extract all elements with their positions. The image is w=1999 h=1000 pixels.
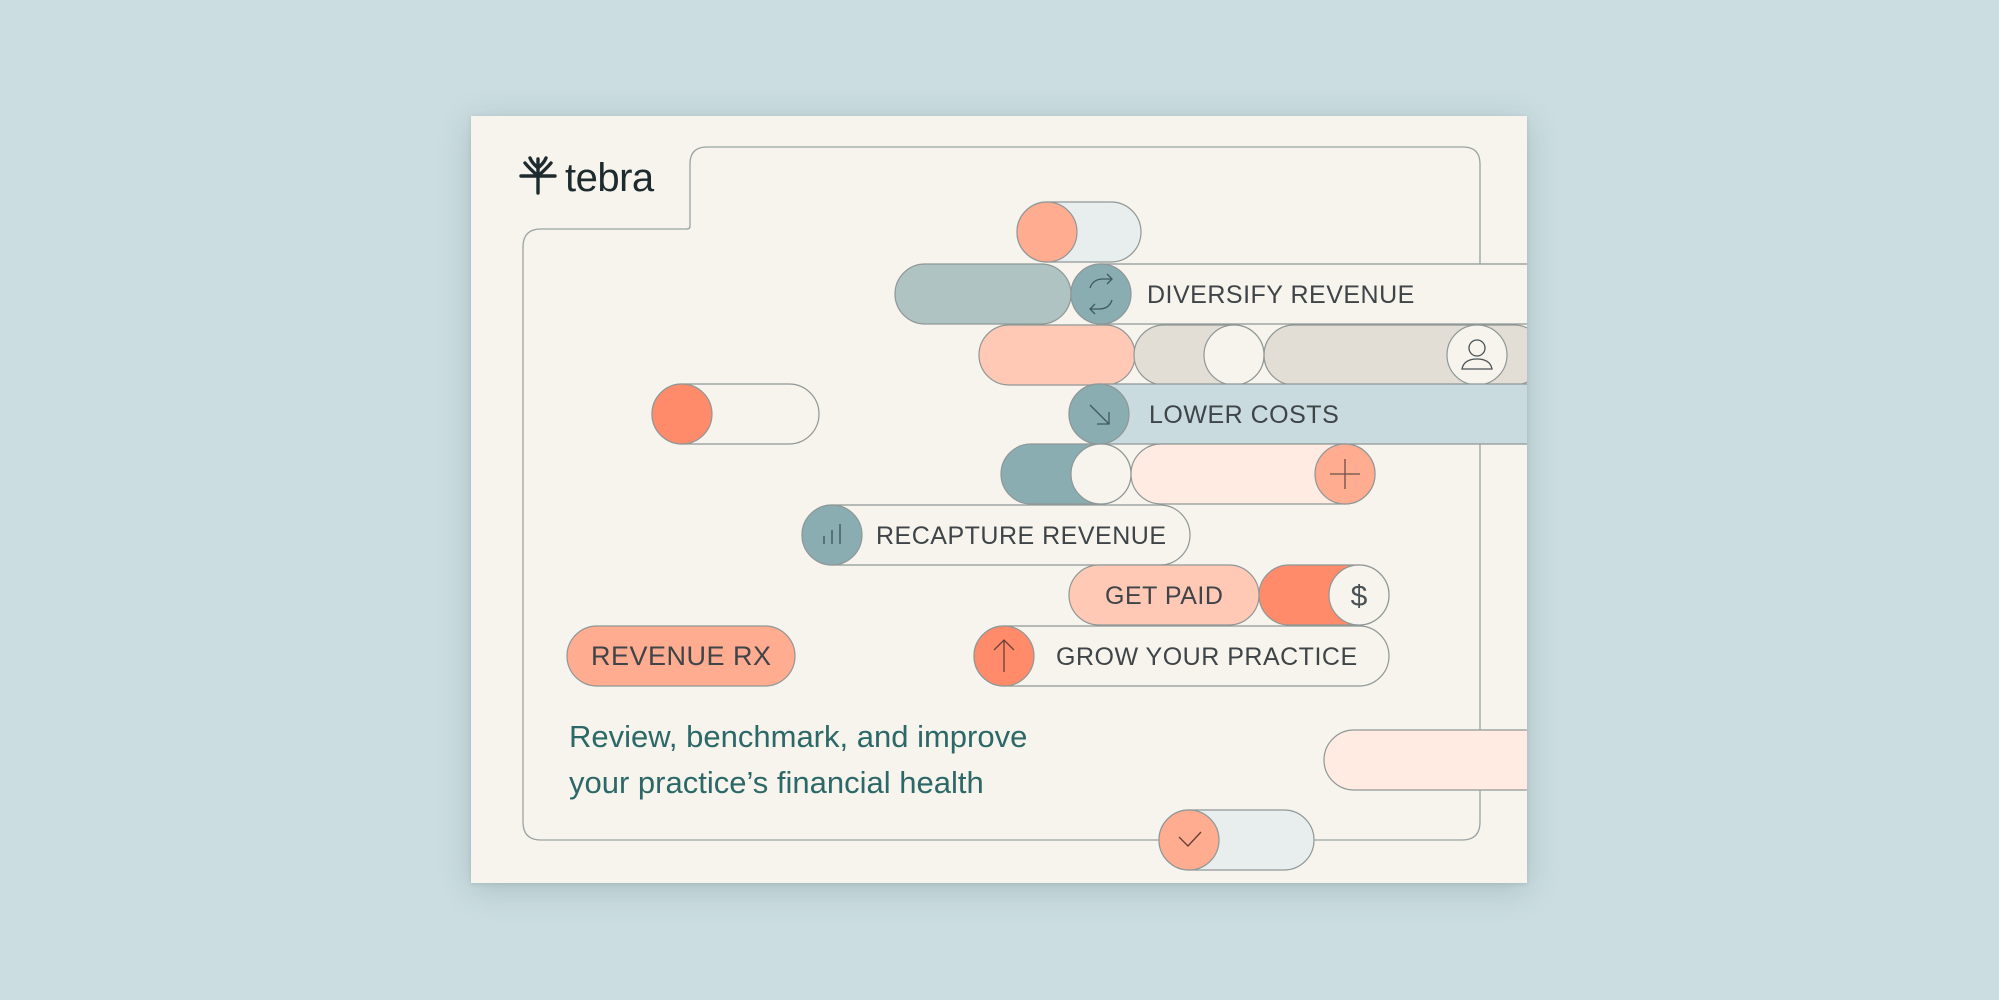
decor-toggle-check [1158, 809, 1315, 871]
arrow-up-icon [973, 625, 1035, 687]
decor-pill-sage [894, 263, 1072, 325]
frame-tab-curve [686, 225, 691, 230]
revenue-rx-card: tebra DIVERSIFY REVENUE [471, 116, 1527, 883]
diversify-revenue-label: DIVERSIFY REVENUE [1147, 281, 1415, 309]
lower-costs-pill: LOWER COSTS [1068, 383, 1527, 445]
arrow-down-right-icon [1068, 383, 1130, 445]
tebra-logo: tebra [519, 156, 655, 200]
revenue-rx-badge: REVENUE RX [566, 625, 796, 687]
check-icon [1158, 809, 1220, 871]
lower-costs-label: LOWER COSTS [1149, 401, 1339, 429]
dollar-symbol: $ [1351, 580, 1368, 613]
tagline-line-1: Review, benchmark, and improve [569, 719, 1027, 754]
decor-pill-plus [1130, 443, 1376, 505]
plus-icon [1314, 443, 1376, 505]
tebra-logo-wordmark: tebra [565, 156, 655, 200]
tebra-logo-icon [519, 156, 557, 195]
decor-pill-blush [1323, 729, 1527, 791]
grow-your-practice-label: GROW YOUR PRACTICE [1056, 643, 1358, 671]
card-artwork: tebra DIVERSIFY REVENUE [519, 146, 1527, 871]
dollar-icon: $ [1328, 564, 1390, 626]
decor-pill-stone-user [1263, 324, 1527, 386]
recapture-revenue-label: RECAPTURE REVENUE [876, 522, 1167, 550]
decor-toggle-dollar: $ [1258, 564, 1390, 626]
decor-pill-stone-a [1133, 324, 1265, 386]
grow-your-practice-pill: GROW YOUR PRACTICE [973, 625, 1390, 687]
get-paid-pill: GET PAID [1068, 564, 1260, 626]
refresh-icon [1070, 263, 1132, 325]
get-paid-label: GET PAID [1105, 582, 1223, 610]
bar-chart-icon [801, 504, 863, 566]
diversify-revenue-pill: DIVERSIFY REVENUE [1070, 263, 1527, 325]
revenue-rx-label: REVENUE RX [591, 641, 772, 671]
decor-pill-top [1016, 201, 1142, 263]
decor-toggle-left [651, 383, 820, 445]
decor-toggle-teal [1000, 443, 1132, 505]
decor-pill-peach [978, 324, 1136, 386]
tagline-line-2: your practice’s financial health [569, 765, 984, 800]
recapture-revenue-pill: RECAPTURE REVENUE [801, 504, 1191, 566]
user-icon [1446, 324, 1508, 386]
